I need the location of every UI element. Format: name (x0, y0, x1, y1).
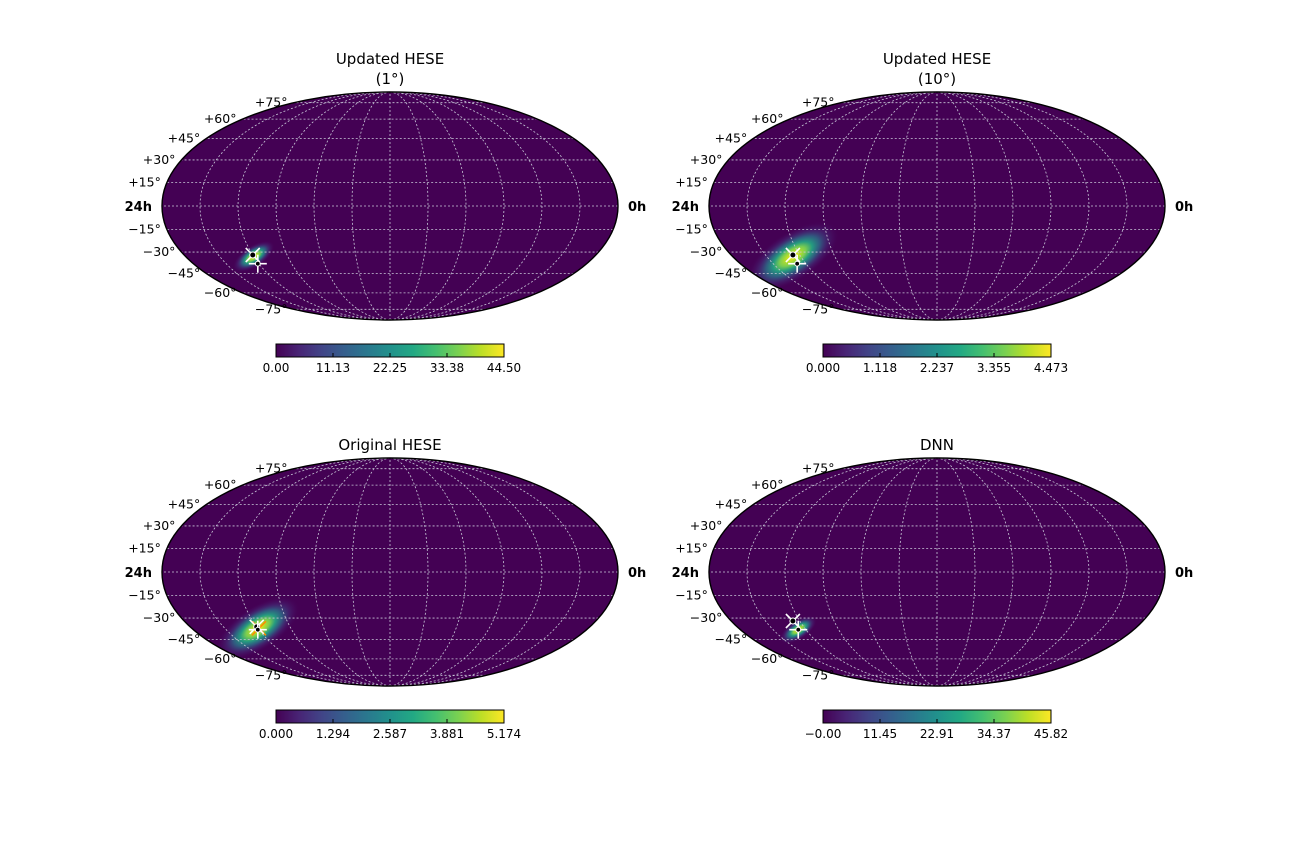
skymap-panel-2: Updated HESE (10°) +75° +60°+45° +30° +15° −15… (672, 50, 1194, 375)
dec-tick-label: −15° (128, 221, 161, 236)
dec-tick-label: +75° (255, 461, 288, 476)
dec-tick-label: −30° (143, 610, 176, 625)
dec-tick-label: +45° (168, 131, 201, 146)
ra-label-right: 0h (628, 200, 646, 215)
dec-tick-label: +15° (675, 175, 708, 190)
colorbar-tick-label: 0.000 (806, 361, 840, 375)
panel-title: Updated HESE (336, 50, 444, 68)
colorbar-tick-label: 2.587 (373, 727, 407, 741)
colorbar-tick-label: 11.45 (863, 727, 897, 741)
plus-marker (248, 254, 267, 273)
dec-tick-label: +30° (143, 518, 176, 533)
dec-tick-label: −15° (675, 587, 708, 602)
dec-tick-label: +60° (751, 111, 784, 126)
plus-marker (789, 620, 808, 639)
colorbar-tick-label: 0.00 (263, 361, 290, 375)
sky-outline (161, 457, 619, 687)
dec-tick-label: +15° (128, 541, 161, 556)
sky-outline (708, 91, 1166, 321)
dec-tick-label: +30° (143, 152, 176, 167)
colorbar-tick-label: 4.473 (1034, 361, 1068, 375)
dec-tick-label: −15° (675, 221, 708, 236)
colorbar-tick-label: 11.13 (316, 361, 350, 375)
colorbar: −0.00 11.45 22.91 34.37 45.82 (805, 709, 1068, 741)
colorbar: 0.000 1.118 2.237 3.355 4.473 (806, 343, 1068, 375)
colorbar-tick-label: 5.174 (487, 727, 521, 741)
dec-tick-label: −30° (690, 244, 723, 259)
dec-tick-label: −75° (802, 667, 835, 682)
panel-title: (1°) (376, 70, 405, 88)
colorbar-tick-label: 33.38 (430, 361, 464, 375)
graticule (709, 458, 1165, 686)
dec-tick-label: −60° (204, 651, 237, 666)
dec-tick-label: +75° (255, 95, 288, 110)
dec-tick-label: +45° (715, 131, 748, 146)
colorbar-tick-label: 2.237 (920, 361, 954, 375)
colorbar-tick-label: 22.25 (373, 361, 407, 375)
plus-marker (788, 254, 807, 273)
ra-label-left: 24h (125, 566, 152, 581)
panel-title: (10°) (918, 70, 956, 88)
dec-tick-label: −30° (690, 610, 723, 625)
colorbar-tick-label: 3.881 (430, 727, 464, 741)
dec-tick-label: +60° (204, 111, 237, 126)
graticule (162, 458, 618, 686)
panel-title: Original HESE (338, 436, 441, 454)
dec-tick-label: +60° (204, 477, 237, 492)
ra-label-right: 0h (628, 566, 646, 581)
colorbar-tick-label: 45.82 (1034, 727, 1068, 741)
ra-label-left: 24h (672, 566, 699, 581)
ra-label-left: 24h (125, 200, 152, 215)
dec-tick-label: −45° (715, 265, 748, 280)
dec-tick-label: +60° (751, 477, 784, 492)
dec-tick-label: −45° (715, 631, 748, 646)
dec-tick-label: −60° (751, 285, 784, 300)
dec-tick-label: −75° (255, 667, 288, 682)
ra-label-left: 24h (672, 200, 699, 215)
dec-tick-label: +30° (690, 518, 723, 533)
dec-tick-label: −75° (802, 301, 835, 316)
colorbar-tick-label: 44.50 (487, 361, 521, 375)
dec-tick-label: −45° (168, 265, 201, 280)
dec-tick-label: +75° (802, 461, 835, 476)
plus-marker (248, 620, 267, 639)
colorbar-tick-label: 0.000 (259, 727, 293, 741)
sky-outline (708, 457, 1166, 687)
dec-tick-label: +30° (690, 152, 723, 167)
graticule (709, 92, 1165, 320)
dec-tick-label: +45° (168, 497, 201, 512)
colorbar-tick-label: 1.118 (863, 361, 897, 375)
graticule (162, 92, 618, 320)
colorbar-tick-label: −0.00 (805, 727, 842, 741)
dec-tick-label: −75° (255, 301, 288, 316)
skymap-panel-4: DNN +75° +60°+45° +30° +15° −15° −30° −45°−60° −… (672, 436, 1194, 741)
dec-tick-label: −60° (204, 285, 237, 300)
dec-tick-label: −60° (751, 651, 784, 666)
skymap-panel-3: Original HESE +75° +60°+45° +30° +15° −15° −30… (125, 436, 647, 741)
panel-title: Updated HESE (883, 50, 991, 68)
colorbar: 0.00 11.13 22.25 33.38 44.50 (263, 343, 521, 375)
panel-title: DNN (920, 436, 954, 454)
ra-label-right: 0h (1175, 200, 1193, 215)
ra-label-right: 0h (1175, 566, 1193, 581)
dec-tick-label: −15° (128, 587, 161, 602)
dec-tick-label: +15° (128, 175, 161, 190)
sky-outline (161, 91, 619, 321)
colorbar: 0.000 1.294 2.587 3.881 5.174 (259, 709, 521, 741)
dec-tick-label: +45° (715, 497, 748, 512)
colorbar-tick-label: 22.91 (920, 727, 954, 741)
colorbar-tick-label: 34.37 (977, 727, 1011, 741)
dec-tick-label: +15° (675, 541, 708, 556)
skymap-panel-1: Updated HESE (1°) +75° +60°+45° +30° +15° −15°… (125, 50, 647, 375)
dec-tick-label: −30° (143, 244, 176, 259)
dec-tick-label: −45° (168, 631, 201, 646)
colorbar-tick-label: 1.294 (316, 727, 350, 741)
dec-tick-label: +75° (802, 95, 835, 110)
colorbar-tick-label: 3.355 (977, 361, 1011, 375)
